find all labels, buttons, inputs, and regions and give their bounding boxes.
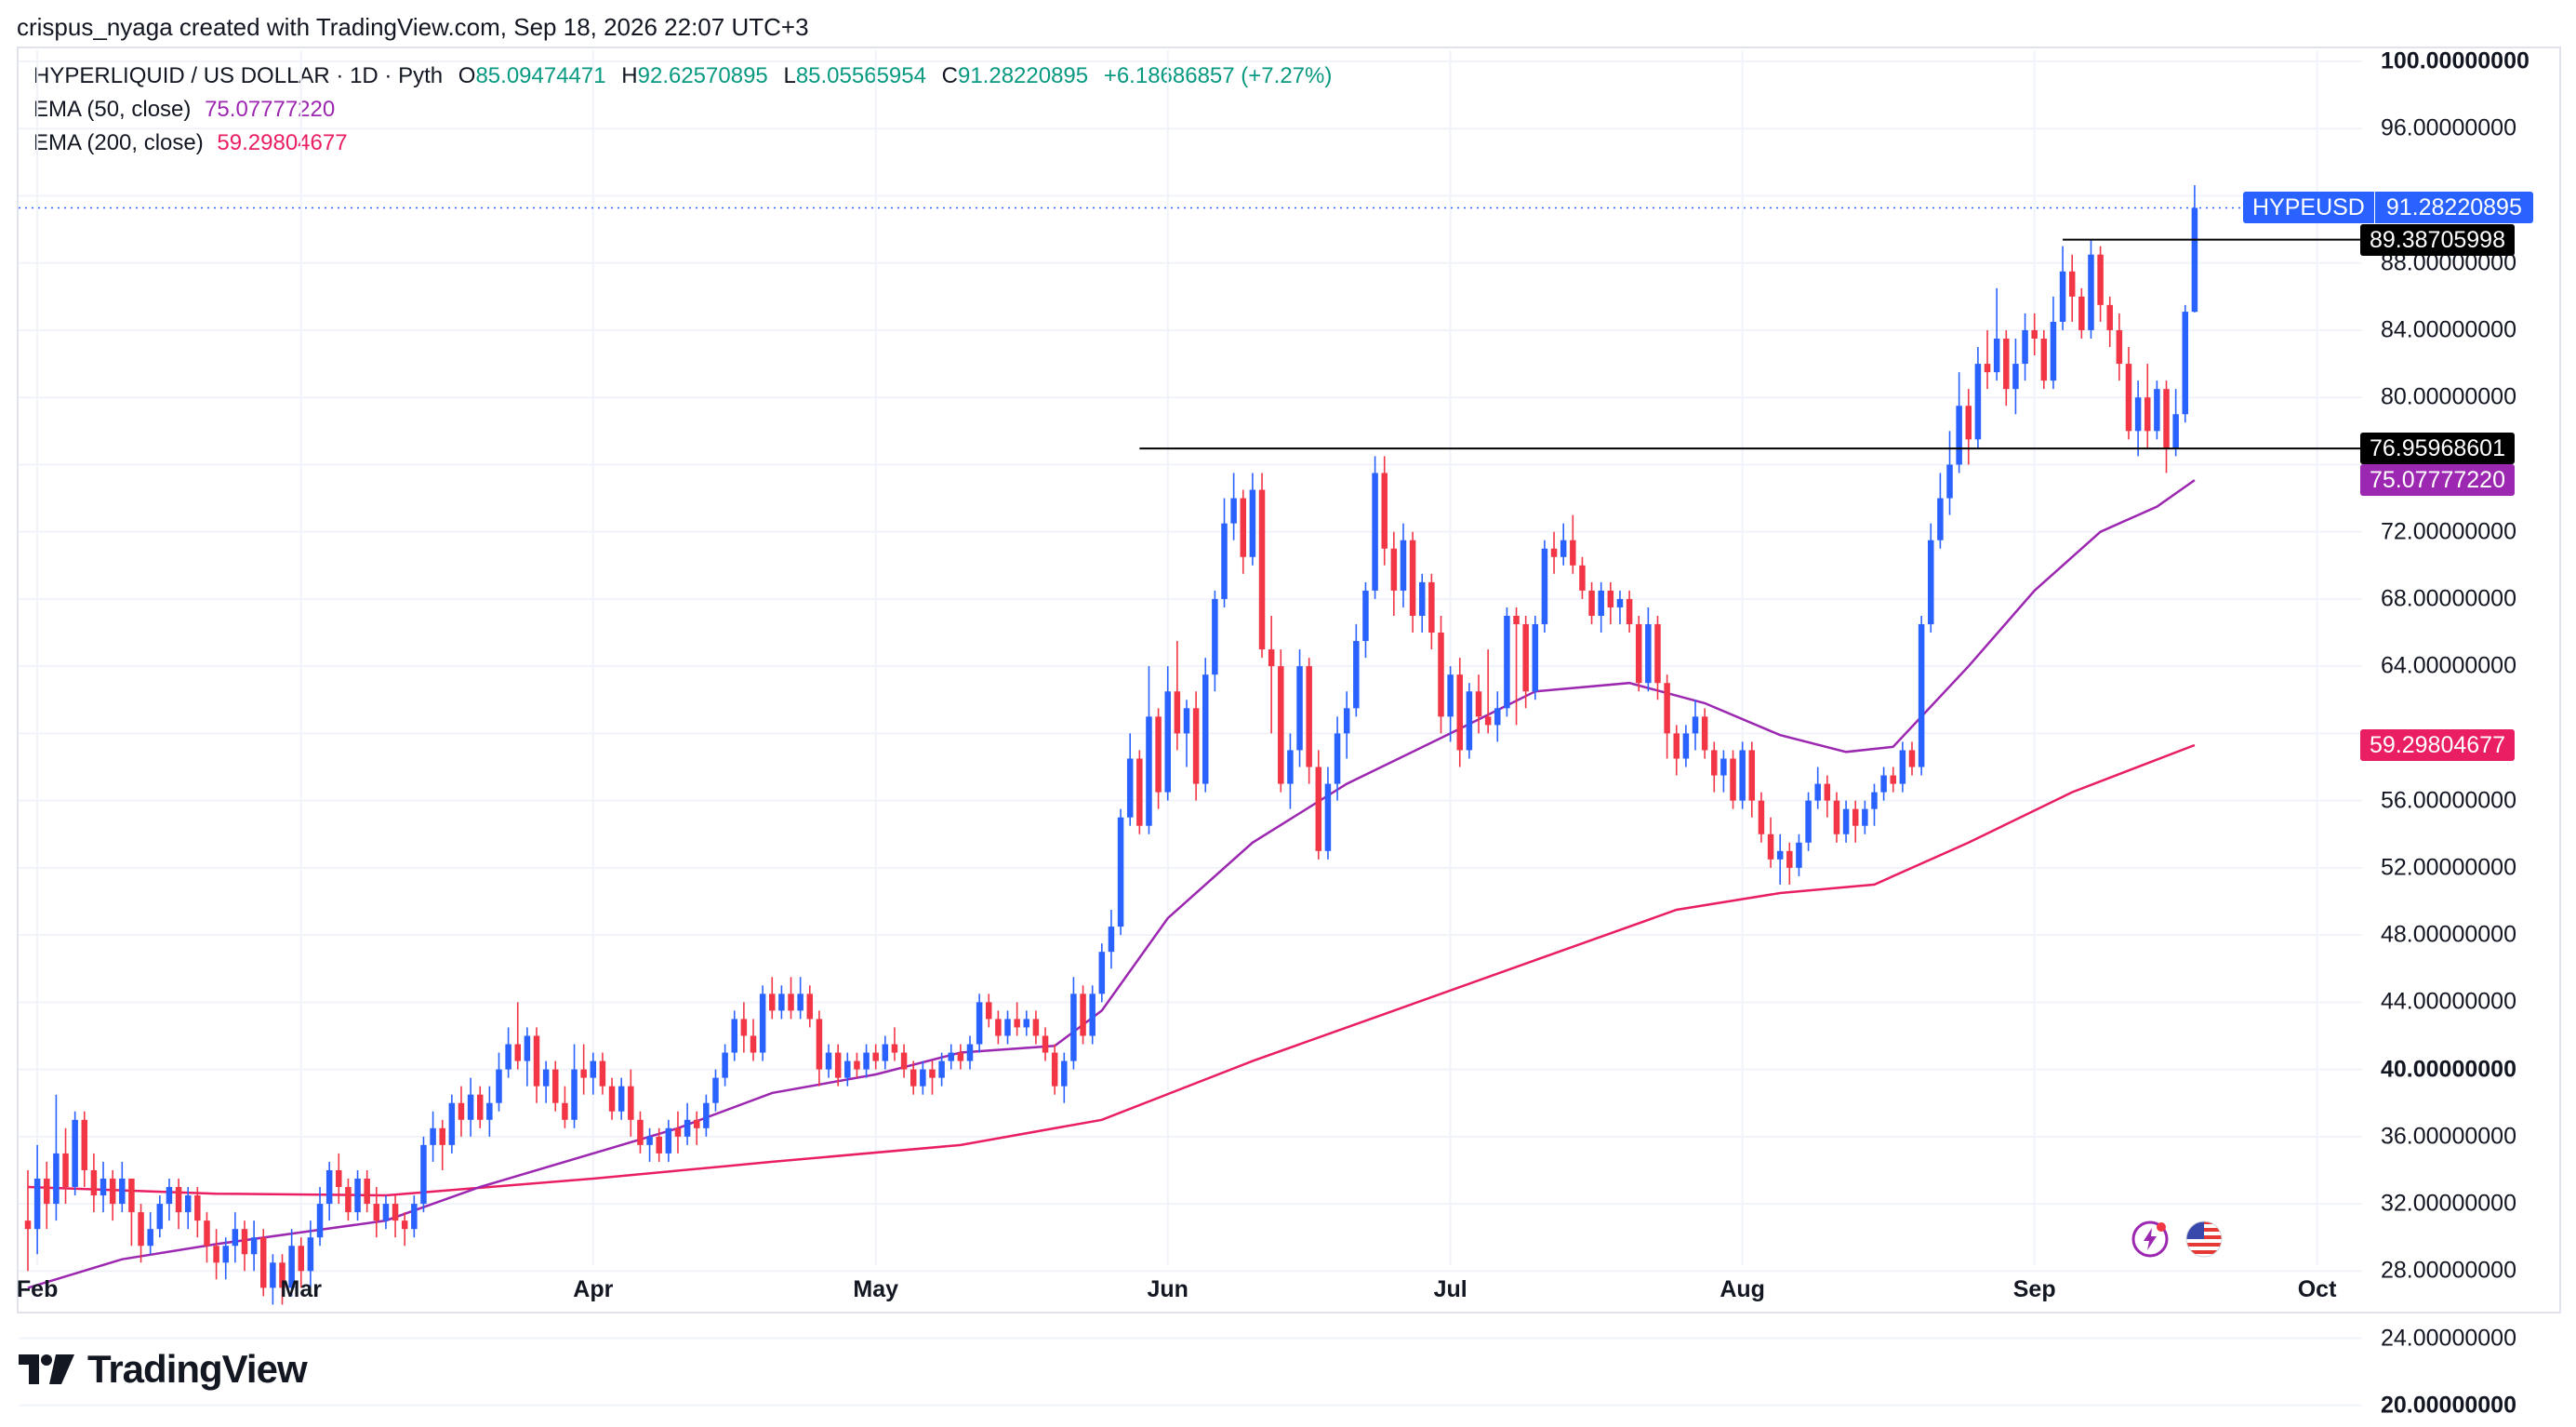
price-axis-tick: 68.00000000 — [2381, 585, 2516, 612]
resistance-level-tag: 89.38705998 — [2360, 223, 2515, 256]
time-axis-tick: Apr — [573, 1276, 614, 1302]
time-axis-tick: Mar — [280, 1276, 322, 1302]
support-level-tag: 76.95968601 — [2360, 433, 2515, 465]
price-axis-tick: 100.00000000 — [2381, 47, 2530, 74]
tradingview-logo-icon — [19, 1354, 74, 1384]
us-flag-icon[interactable] — [2185, 1220, 2223, 1258]
price-axis-tick: 72.00000000 — [2381, 518, 2516, 545]
lightning-icon[interactable] — [2131, 1220, 2169, 1258]
hypeusd-price-value: 91.28220895 — [2373, 192, 2533, 224]
price-axis-tick: 64.00000000 — [2381, 652, 2516, 679]
hypeusd-price-tag: HYPEUSD 91.28220895 — [2243, 192, 2533, 224]
tradingview-wordmark: TradingView — [87, 1347, 308, 1391]
price-axis-tick: 52.00000000 — [2381, 854, 2516, 881]
price-axis-tick: 96.00000000 — [2381, 114, 2516, 141]
ema200-label: EMA (200, close) — [33, 130, 204, 155]
chart-credit: crispus_nyaga created with TradingView.c… — [17, 13, 809, 41]
time-axis-tick: Jul — [1433, 1276, 1467, 1302]
price-axis-tick: 24.00000000 — [2381, 1325, 2516, 1352]
high-key: H — [621, 63, 638, 88]
price-axis-tick: 28.00000000 — [2381, 1257, 2516, 1284]
ema50-value: 75.07777220 — [205, 97, 336, 122]
price-axis-tick: 84.00000000 — [2381, 316, 2516, 343]
time-axis-tick: Aug — [1720, 1276, 1765, 1302]
time-axis-tick: Jun — [1147, 1276, 1188, 1302]
ema50-label: EMA (50, close) — [33, 97, 192, 122]
ema200-value: 59.29804677 — [217, 130, 348, 155]
close-value: 91.28220895 — [957, 63, 1089, 88]
price-axis-tick: 44.00000000 — [2381, 988, 2516, 1015]
price-axis-tick: 40.00000000 — [2381, 1056, 2516, 1083]
price-axis-tick: 80.00000000 — [2381, 383, 2516, 410]
ema200-legend[interactable]: EMA (200, close) 59.29804677 — [33, 130, 348, 156]
time-axis-tick: May — [853, 1276, 899, 1302]
low-value: 85.05565954 — [795, 63, 926, 88]
symbol-title[interactable]: HYPERLIQUID / US DOLLAR · 1D · Pyth — [33, 63, 444, 88]
low-key: L — [783, 63, 796, 88]
time-axis-tick: Feb — [16, 1276, 59, 1302]
close-key: C — [941, 63, 958, 88]
price-axis-tick: 32.00000000 — [2381, 1190, 2516, 1217]
change-value: +6.18686857 (+7.27%) — [1103, 63, 1333, 88]
price-axis-tick: 48.00000000 — [2381, 921, 2516, 948]
ema50-tag: 75.07777220 — [2360, 464, 2515, 497]
price-axis-tick: 36.00000000 — [2381, 1123, 2516, 1150]
ohlc-legend: HYPERLIQUID / US DOLLAR · 1D · Pyth O85.… — [33, 63, 1332, 89]
tradingview-logo[interactable]: TradingView — [19, 1347, 308, 1392]
high-value: 92.62570895 — [637, 63, 768, 88]
hypeusd-symbol-tag: HYPEUSD — [2243, 192, 2374, 224]
time-axis-tick: Oct — [2297, 1276, 2337, 1302]
price-axis-tick: 20.00000000 — [2381, 1392, 2516, 1419]
ema50-legend[interactable]: EMA (50, close) 75.07777220 — [33, 97, 335, 123]
chart-frame — [17, 47, 2561, 1314]
ema200-tag: 59.29804677 — [2360, 729, 2515, 762]
price-axis-tick: 56.00000000 — [2381, 787, 2516, 814]
time-axis-tick: Sep — [2012, 1276, 2056, 1302]
open-key: O — [458, 63, 476, 88]
open-value: 85.09474471 — [475, 63, 606, 88]
